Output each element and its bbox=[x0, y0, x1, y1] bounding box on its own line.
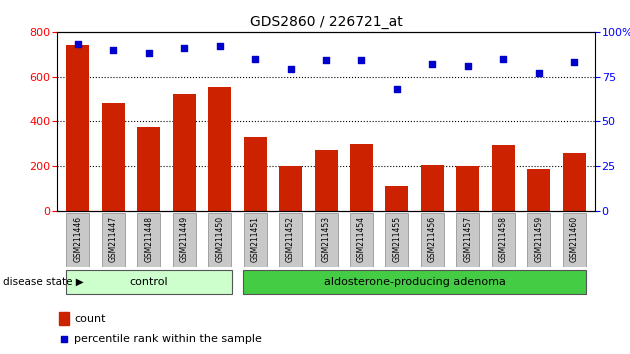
Point bbox=[534, 70, 544, 76]
Point bbox=[321, 58, 331, 63]
FancyBboxPatch shape bbox=[314, 213, 338, 267]
Bar bbox=[314, 150, 338, 211]
Bar bbox=[563, 153, 586, 211]
Text: GSM211455: GSM211455 bbox=[392, 216, 401, 262]
Point bbox=[179, 45, 189, 51]
Bar bbox=[244, 137, 266, 211]
Point bbox=[357, 58, 367, 63]
Point bbox=[215, 43, 225, 49]
Bar bbox=[208, 87, 231, 211]
Text: GSM211460: GSM211460 bbox=[570, 216, 578, 262]
FancyBboxPatch shape bbox=[243, 270, 587, 294]
Bar bbox=[527, 169, 550, 211]
Text: GSM211453: GSM211453 bbox=[321, 216, 331, 262]
Point bbox=[389, 222, 399, 228]
Bar bbox=[137, 127, 161, 211]
Bar bbox=[386, 186, 408, 211]
Text: GSM211454: GSM211454 bbox=[357, 216, 366, 262]
Text: GSM211447: GSM211447 bbox=[109, 216, 118, 262]
Point bbox=[285, 67, 295, 72]
Bar bbox=[102, 103, 125, 211]
Text: disease state ▶: disease state ▶ bbox=[3, 276, 84, 286]
FancyBboxPatch shape bbox=[244, 213, 266, 267]
Bar bbox=[350, 144, 373, 211]
Point bbox=[108, 47, 118, 53]
FancyBboxPatch shape bbox=[491, 213, 515, 267]
Text: count: count bbox=[74, 314, 106, 324]
Text: GSM211452: GSM211452 bbox=[286, 216, 295, 262]
Point bbox=[392, 86, 402, 92]
FancyBboxPatch shape bbox=[102, 213, 125, 267]
Text: GSM211449: GSM211449 bbox=[180, 216, 189, 262]
Point bbox=[498, 56, 508, 62]
Text: GSM211459: GSM211459 bbox=[534, 216, 543, 262]
FancyBboxPatch shape bbox=[421, 213, 444, 267]
FancyBboxPatch shape bbox=[563, 213, 586, 267]
FancyBboxPatch shape bbox=[173, 213, 196, 267]
Point bbox=[462, 63, 472, 69]
Text: aldosterone-producing adenoma: aldosterone-producing adenoma bbox=[324, 277, 505, 287]
Text: GSM211451: GSM211451 bbox=[251, 216, 260, 262]
Bar bbox=[456, 166, 479, 211]
FancyBboxPatch shape bbox=[66, 213, 89, 267]
Bar bbox=[59, 312, 69, 325]
Text: GSM211458: GSM211458 bbox=[499, 216, 508, 262]
Text: percentile rank within the sample: percentile rank within the sample bbox=[74, 334, 262, 344]
Bar bbox=[279, 166, 302, 211]
FancyBboxPatch shape bbox=[137, 213, 161, 267]
Point bbox=[250, 56, 260, 62]
Text: GSM211457: GSM211457 bbox=[463, 216, 472, 262]
FancyBboxPatch shape bbox=[279, 213, 302, 267]
Bar bbox=[421, 165, 444, 211]
FancyBboxPatch shape bbox=[456, 213, 479, 267]
FancyBboxPatch shape bbox=[350, 213, 373, 267]
FancyBboxPatch shape bbox=[386, 213, 408, 267]
Bar bbox=[66, 45, 89, 211]
Point bbox=[73, 41, 83, 47]
Text: GSM211456: GSM211456 bbox=[428, 216, 437, 262]
Point bbox=[144, 51, 154, 56]
Text: GSM211446: GSM211446 bbox=[74, 216, 83, 262]
Text: GSM211450: GSM211450 bbox=[215, 216, 224, 262]
Bar bbox=[173, 95, 196, 211]
Point bbox=[569, 59, 579, 65]
FancyBboxPatch shape bbox=[208, 213, 231, 267]
Bar bbox=[491, 145, 515, 211]
FancyBboxPatch shape bbox=[66, 270, 232, 294]
Title: GDS2860 / 226721_at: GDS2860 / 226721_at bbox=[249, 16, 403, 29]
Text: control: control bbox=[130, 277, 168, 287]
Text: GSM211448: GSM211448 bbox=[144, 216, 153, 262]
Point bbox=[427, 61, 437, 67]
FancyBboxPatch shape bbox=[527, 213, 550, 267]
